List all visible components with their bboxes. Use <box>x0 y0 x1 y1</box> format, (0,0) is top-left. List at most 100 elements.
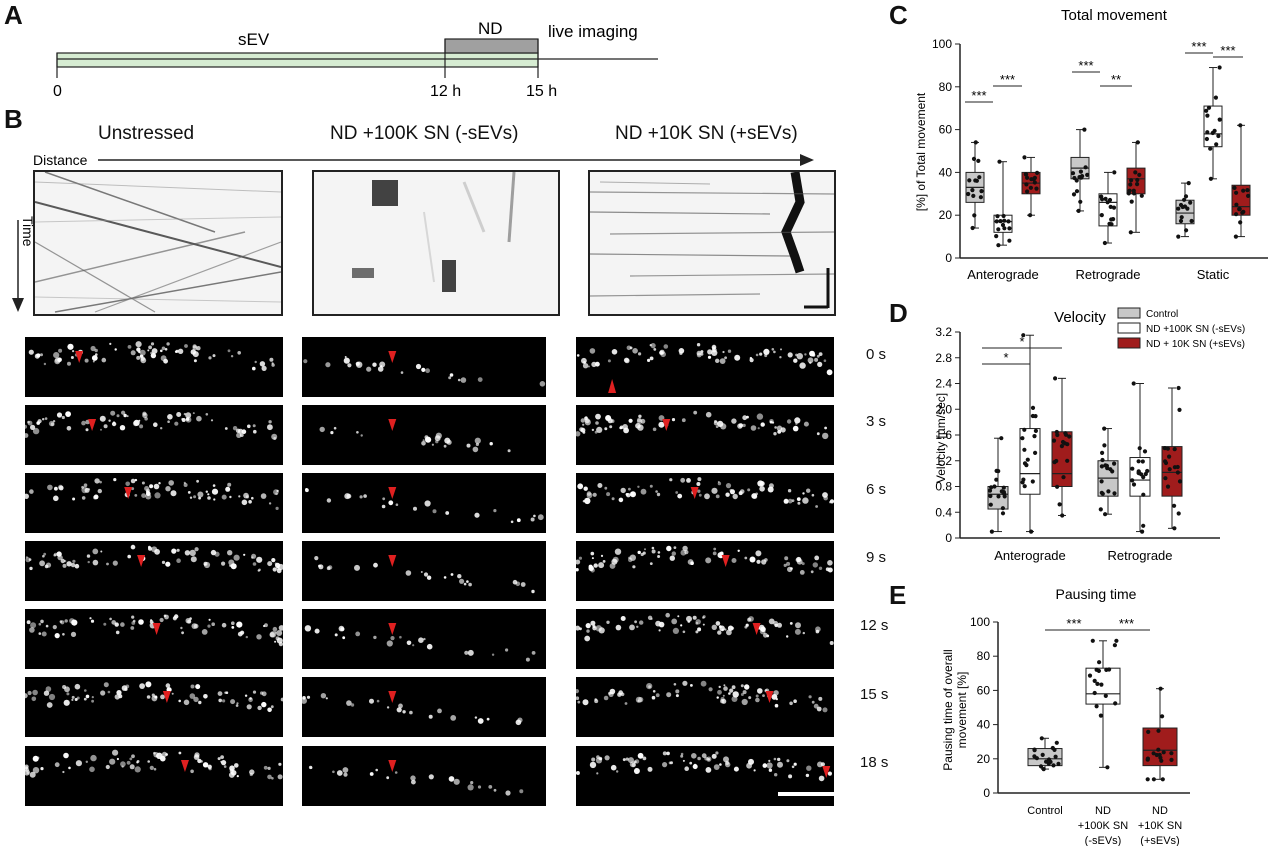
data-point <box>1176 206 1181 211</box>
data-point <box>1103 512 1108 517</box>
tracking-arrow <box>752 623 761 635</box>
data-point <box>1071 192 1077 197</box>
data-point <box>1000 222 1006 228</box>
data-point <box>1137 446 1142 451</box>
data-point <box>1213 95 1218 100</box>
legend-swatch <box>1117 322 1141 334</box>
microscopy-frame <box>576 473 834 533</box>
significance-label: ** <box>1111 72 1121 87</box>
y-tick-label: 0 <box>983 786 990 800</box>
data-point <box>1234 190 1239 195</box>
kymograph-sev <box>588 170 836 316</box>
data-point <box>1217 117 1222 122</box>
data-point <box>1140 459 1145 464</box>
data-point <box>1216 133 1221 139</box>
nd-label: ND <box>478 19 503 38</box>
y-tick-label: 1.2 <box>935 454 952 468</box>
tracking-arrow <box>388 487 397 499</box>
legend-swatch <box>1117 307 1141 319</box>
data-point <box>1105 466 1110 471</box>
data-point <box>1240 210 1245 215</box>
timeline-diagram: sEV ND live imaging 0 12 h 15 h <box>53 19 658 100</box>
tracking-arrow <box>662 419 671 431</box>
data-point <box>1094 704 1099 709</box>
timepoint-label: 6 s <box>866 481 887 498</box>
microscopy-frame <box>302 405 546 465</box>
microscopy-frame <box>302 541 546 601</box>
kymograph-unstressed <box>33 170 283 316</box>
data-point <box>1234 202 1239 207</box>
time-arrowhead <box>12 298 24 312</box>
data-point <box>1000 506 1005 511</box>
data-point <box>1041 767 1046 772</box>
data-point <box>1033 428 1038 433</box>
data-point <box>1098 507 1103 512</box>
chart-velocity: Velocity 0 0.4 0.8 1.2 1.6 2.0 2.4 2.8 3.2 Velocit… <box>934 307 1245 563</box>
data-point <box>1056 761 1061 766</box>
data-point <box>1092 690 1097 696</box>
data-point <box>1096 668 1101 673</box>
tracking-arrow <box>75 351 84 363</box>
data-point <box>1029 177 1034 182</box>
data-point <box>1112 643 1117 648</box>
kymograph-no-sev <box>312 170 560 316</box>
time-12h-label: 12 h <box>430 83 461 100</box>
data-point <box>972 213 977 218</box>
microscopy-frame <box>302 473 546 533</box>
data-point <box>1161 750 1166 755</box>
data-point <box>1001 485 1006 490</box>
data-point <box>1112 170 1117 175</box>
data-point <box>971 156 977 161</box>
data-point <box>1108 204 1113 209</box>
data-point <box>1205 113 1210 118</box>
legend-swatch <box>1117 337 1141 349</box>
data-point <box>1092 678 1097 683</box>
data-point <box>1158 755 1163 760</box>
x-tick-label: (+sEVs) <box>1140 835 1179 846</box>
data-point <box>1232 185 1237 190</box>
data-point <box>994 219 999 224</box>
column-title-no-sev: ND +100K SN (-sEVs) <box>330 123 519 144</box>
data-point <box>1176 234 1181 239</box>
data-point <box>1028 185 1033 190</box>
data-point <box>1080 174 1085 179</box>
data-point <box>1002 218 1007 223</box>
data-point <box>1160 714 1165 719</box>
data-point <box>1053 376 1058 381</box>
data-point <box>1135 177 1140 183</box>
data-point <box>1172 526 1177 531</box>
data-point <box>1160 777 1165 782</box>
legend-label: ND +100K SN (-sEVs) <box>1146 324 1245 335</box>
y-axis-label: Velocity [µm/sec] <box>934 393 948 483</box>
data-point <box>1007 226 1012 231</box>
x-tick-label: +100K SN <box>1078 820 1129 832</box>
tracking-arrow <box>137 555 146 567</box>
data-point <box>1099 213 1104 218</box>
box <box>1019 428 1041 495</box>
data-point <box>1111 205 1117 210</box>
panel-label-e: E <box>889 580 907 610</box>
axis-arrows: Distance Time <box>12 152 814 312</box>
data-point <box>970 225 975 231</box>
y-tick-label: 0.4 <box>935 505 952 519</box>
y-tick-label: 3.2 <box>935 325 952 339</box>
data-point <box>1112 491 1117 496</box>
data-point <box>1054 458 1059 464</box>
data-point <box>1007 238 1012 243</box>
tracking-arrow <box>388 419 397 431</box>
microscopy-frame <box>302 677 546 737</box>
data-point <box>1129 178 1134 183</box>
data-point <box>1024 182 1029 187</box>
significance-label: * <box>1003 350 1008 365</box>
y-axis-label: Pausing time of overall <box>941 649 955 770</box>
timepoint-label: 15 s <box>860 686 889 703</box>
data-point <box>1098 713 1103 718</box>
data-point <box>1137 172 1142 177</box>
data-point <box>1105 765 1110 770</box>
data-point <box>1188 200 1193 205</box>
y-tick-label: 60 <box>939 123 953 137</box>
data-point <box>988 502 993 507</box>
data-point <box>1023 172 1028 177</box>
data-point <box>997 159 1002 164</box>
data-point <box>996 243 1001 248</box>
